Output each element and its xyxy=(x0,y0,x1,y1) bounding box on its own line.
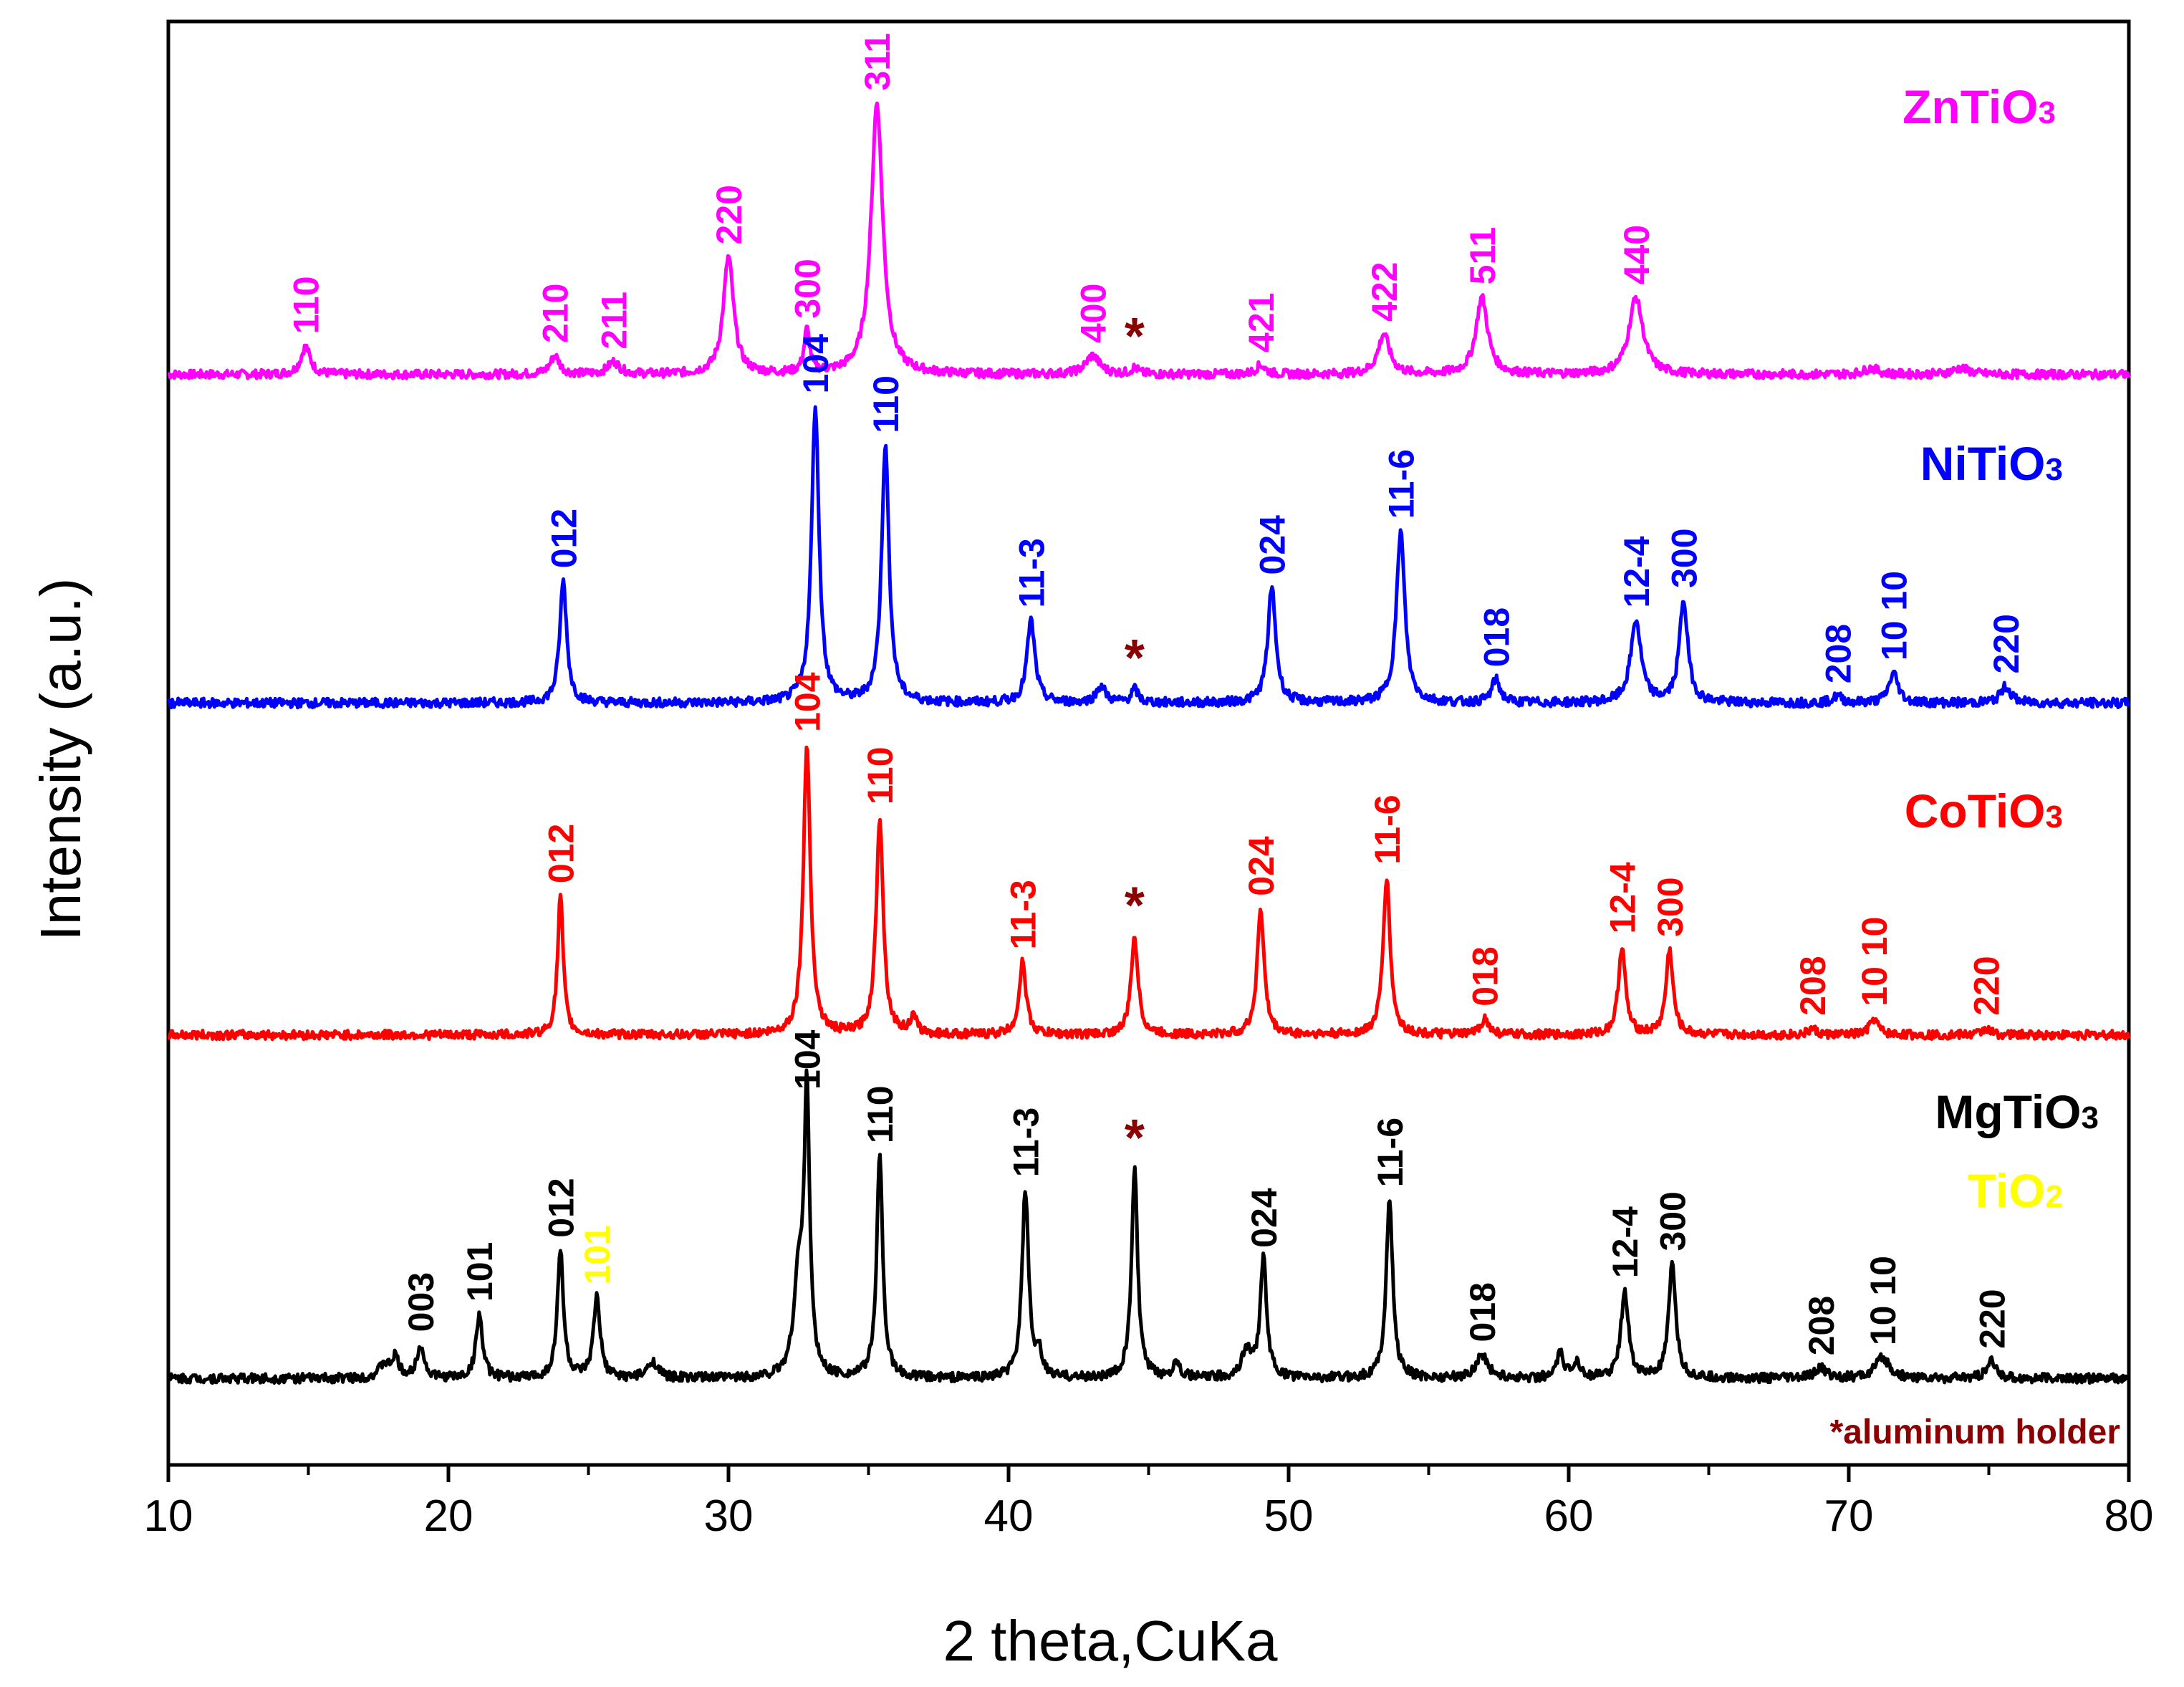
x-tick-label: 20 xyxy=(424,1491,473,1541)
peak-label: 012 xyxy=(541,824,581,883)
peak-label: 220 xyxy=(1986,614,2026,673)
peak-label: 110 xyxy=(866,375,906,433)
trace-nitio3 xyxy=(166,405,2130,710)
legend-subscript: 3 xyxy=(2082,1100,2099,1135)
peak-label: 018 xyxy=(1463,1282,1503,1342)
peak-label: 104 xyxy=(796,334,836,394)
peak-label: 220 xyxy=(1967,956,2007,1015)
peak-label: 300 xyxy=(1650,877,1690,936)
peak-label: 11-6 xyxy=(1367,794,1408,864)
x-axis-title: 2 theta,CuKa xyxy=(943,1609,1279,1673)
peak-label: 208 xyxy=(1793,956,1833,1015)
legend-text: NiTiO xyxy=(1920,437,2046,490)
peak-label: 018 xyxy=(1476,607,1516,667)
peak-label: 440 xyxy=(1617,225,1657,284)
peak-label: 11-3 xyxy=(1006,1107,1046,1177)
legend-text: CoTiO xyxy=(1905,784,2046,837)
trace-mgtio3 xyxy=(166,1068,2130,1385)
legend-cotio3: CoTiO3 xyxy=(1905,784,2063,837)
x-tick-label: 30 xyxy=(704,1491,754,1541)
peak-label: 211 xyxy=(595,292,635,350)
x-axis-ticks: 10 20 30 40 50 60 70 80 xyxy=(144,1465,2154,1541)
peak-label: 012 xyxy=(544,509,584,568)
trace-zntio3 xyxy=(167,101,2131,381)
x-tick-label: 10 xyxy=(144,1491,193,1541)
peak-label: 012 xyxy=(541,1178,581,1237)
x-tick-label: 50 xyxy=(1264,1491,1314,1541)
y-axis-title: Intensity (a.u.) xyxy=(29,578,92,941)
x-tick-label: 80 xyxy=(2104,1491,2154,1541)
peak-label: 003 xyxy=(401,1272,441,1332)
peak-label: 110 xyxy=(287,276,327,334)
peak-label: 511 xyxy=(1463,227,1503,285)
peak-label: 10 10 xyxy=(1855,917,1895,1006)
peak-label: 110 xyxy=(860,746,900,804)
peak-label: 208 xyxy=(1801,1296,1842,1355)
trace-cotio3 xyxy=(167,745,2131,1042)
peak-label: 10 10 xyxy=(1863,1256,1903,1345)
holder-marker: * xyxy=(1125,308,1145,365)
peak-label: 400 xyxy=(1073,284,1113,343)
peak-label: 300 xyxy=(1653,1191,1693,1251)
peak-label: 104 xyxy=(787,672,827,732)
peak-label: 12-4 xyxy=(1617,536,1657,607)
peak-label: 422 xyxy=(1365,262,1405,322)
peak-label: 300 xyxy=(787,259,827,318)
peak-labels: 110 210 211 220 300 311 400 * 421 422 511 440 012 104… xyxy=(287,33,2026,1355)
holder-marker: * xyxy=(1125,1110,1145,1167)
legend-subscript: 2 xyxy=(2046,1179,2063,1214)
legend-zntio3: ZnTiO3 xyxy=(1902,80,2056,133)
peak-label: 101 xyxy=(460,1242,500,1302)
x-tick-label: 70 xyxy=(1824,1491,1874,1541)
legend-subscript: 3 xyxy=(2046,799,2063,835)
legend-tio2: TiO2 xyxy=(1968,1164,2063,1217)
holder-marker: * xyxy=(1125,877,1145,934)
legend-text: TiO xyxy=(1968,1164,2046,1217)
legend-subscript: 3 xyxy=(2046,452,2063,487)
peak-label: 11-6 xyxy=(1370,1118,1410,1187)
peak-label: 12-4 xyxy=(1605,1206,1645,1278)
peak-label: 101 xyxy=(577,1225,617,1284)
peak-label: 210 xyxy=(536,284,576,343)
peak-label: 220 xyxy=(1972,1289,2012,1348)
peak-label: 104 xyxy=(787,1029,827,1090)
xrd-traces xyxy=(166,101,2131,1385)
x-tick-label: 40 xyxy=(984,1491,1034,1541)
peak-label: 11-3 xyxy=(1011,538,1052,607)
holder-marker: * xyxy=(1125,630,1145,687)
legend-subscript: 3 xyxy=(2039,95,2056,130)
peak-label: 10 10 xyxy=(1875,571,1915,660)
peak-label: 024 xyxy=(1244,1188,1284,1248)
peak-label: 300 xyxy=(1664,528,1704,587)
peak-label: 11-3 xyxy=(1004,880,1044,949)
peak-label: 018 xyxy=(1466,946,1506,1006)
peak-label: 024 xyxy=(1253,515,1293,575)
peak-label: 024 xyxy=(1241,836,1281,896)
legend-text: MgTiO xyxy=(1935,1085,2081,1138)
peak-label: 220 xyxy=(709,185,749,244)
peak-label: 11-6 xyxy=(1381,449,1421,519)
aluminum-holder-note: *aluminum holder xyxy=(1830,1413,2120,1451)
peak-label: 311 xyxy=(857,33,898,91)
legend-text: ZnTiO xyxy=(1902,80,2038,133)
legend-mgtio3: MgTiO3 xyxy=(1935,1085,2099,1138)
peak-label: 421 xyxy=(1241,293,1281,352)
peak-label: 208 xyxy=(1818,624,1858,683)
legend-nitio3: NiTiO3 xyxy=(1920,437,2063,490)
peak-label: 110 xyxy=(860,1085,900,1143)
x-tick-label: 60 xyxy=(1544,1491,1594,1541)
peak-label: 12-4 xyxy=(1602,862,1642,933)
